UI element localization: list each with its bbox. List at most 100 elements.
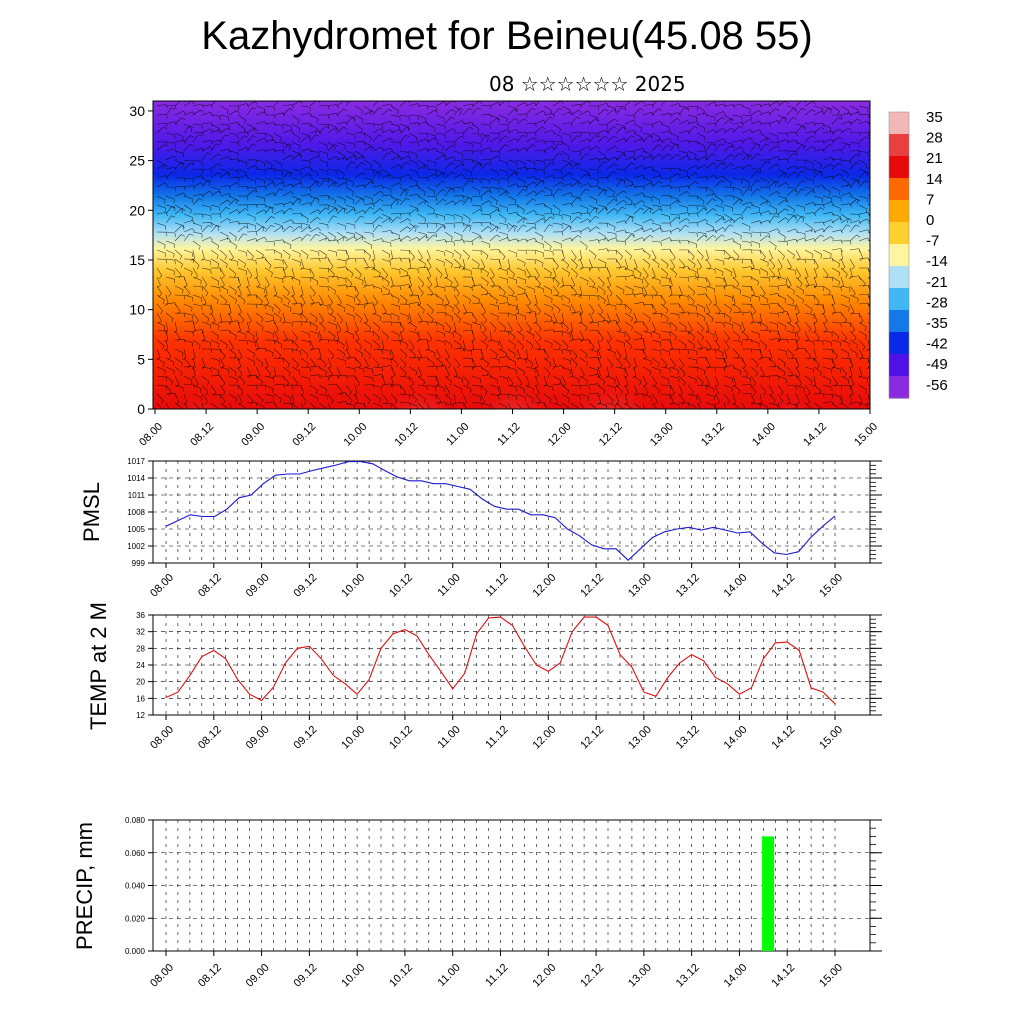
wind-barb bbox=[435, 171, 444, 179]
wind-barb bbox=[426, 137, 436, 143]
wind-barb bbox=[399, 150, 409, 153]
wind-barb-flag bbox=[775, 180, 780, 184]
wind-barb bbox=[210, 190, 219, 197]
wind-barb-flag bbox=[749, 226, 751, 231]
wind-barb bbox=[624, 150, 635, 152]
wind-barb bbox=[165, 231, 175, 234]
wind-barb-flag bbox=[270, 224, 275, 228]
wind-barb bbox=[498, 159, 508, 164]
wind-barb-flag bbox=[747, 156, 750, 161]
wind-barb-flag bbox=[298, 128, 301, 133]
wind-barb bbox=[444, 213, 454, 216]
wind-barb bbox=[462, 213, 471, 220]
wind-barb-flag bbox=[741, 214, 743, 220]
wind-barb bbox=[165, 215, 172, 224]
wind-barb-flag bbox=[792, 116, 797, 120]
wind-barb-flag bbox=[342, 237, 345, 242]
wind-barb-flag bbox=[848, 127, 852, 132]
wind-barb-flag bbox=[802, 144, 807, 148]
wind-barb-flag bbox=[541, 180, 545, 183]
wind-barb bbox=[381, 152, 388, 161]
wind-barb bbox=[633, 200, 642, 206]
wind-barb bbox=[354, 162, 362, 170]
wind-barb-flag bbox=[732, 187, 735, 192]
wind-barb-flag bbox=[180, 162, 185, 165]
wind-barb bbox=[696, 218, 706, 224]
wind-barb bbox=[804, 135, 812, 143]
wind-barb bbox=[174, 186, 185, 188]
wind-barb-flag bbox=[244, 208, 249, 212]
wind-barb bbox=[624, 119, 634, 125]
wind-barb bbox=[165, 107, 172, 116]
wind-barb-flag bbox=[877, 159, 878, 163]
wind-barb-flag bbox=[558, 108, 563, 111]
wind-barb-flag bbox=[371, 110, 375, 114]
wind-barb bbox=[570, 103, 580, 107]
wind-barb bbox=[165, 167, 175, 170]
wind-barb bbox=[588, 207, 596, 215]
wind-barb bbox=[435, 154, 444, 161]
wind-barb-flag bbox=[387, 152, 392, 155]
wind-barb-flag bbox=[333, 215, 338, 218]
wind-barb-flag bbox=[840, 149, 843, 154]
wind-barb bbox=[669, 195, 679, 200]
wind-barb-flag bbox=[516, 183, 520, 187]
wind-barb-flag bbox=[839, 190, 841, 195]
wind-barb-flag bbox=[181, 117, 186, 121]
wind-barb bbox=[309, 227, 319, 233]
wind-barb-flag bbox=[704, 219, 709, 223]
wind-barb bbox=[417, 195, 426, 201]
wind-barb-flag bbox=[369, 111, 372, 115]
wind-barb-flag bbox=[650, 218, 654, 223]
wind-barb bbox=[768, 145, 777, 152]
wind-barb bbox=[759, 195, 768, 201]
wind-barb bbox=[336, 177, 346, 180]
wind-barb bbox=[606, 135, 614, 143]
wind-barb bbox=[201, 140, 211, 143]
wind-barb-flag bbox=[793, 209, 795, 214]
wind-barb-flag bbox=[164, 164, 168, 168]
wind-barb-flag bbox=[785, 208, 789, 212]
wind-barb-flag bbox=[174, 167, 177, 172]
wind-barb-flag bbox=[219, 213, 222, 218]
wind-barb bbox=[813, 149, 823, 152]
wind-barb bbox=[570, 177, 580, 182]
wind-barb bbox=[561, 183, 571, 188]
wind-barb bbox=[201, 168, 212, 171]
wind-barb-flag bbox=[199, 198, 203, 201]
wind-barb-flag bbox=[767, 200, 771, 204]
wind-barb-flag bbox=[542, 110, 546, 114]
wind-barb-flag bbox=[686, 191, 690, 195]
wind-barb-flag bbox=[228, 125, 230, 130]
wind-barb bbox=[615, 138, 625, 143]
wind-barb bbox=[471, 159, 481, 164]
wind-barb bbox=[516, 102, 526, 107]
wind-barb bbox=[858, 195, 868, 199]
wind-barb-flag bbox=[505, 144, 509, 147]
wind-barb-flag bbox=[840, 158, 843, 163]
wind-barb-flag bbox=[207, 179, 212, 182]
wind-barb bbox=[741, 119, 750, 125]
wind-barb bbox=[669, 118, 678, 125]
wind-barb-flag bbox=[801, 125, 806, 129]
wind-barb-flag bbox=[468, 197, 473, 200]
wind-barb bbox=[237, 135, 245, 143]
wind-barb bbox=[219, 114, 229, 118]
wind-barb-flag bbox=[289, 108, 293, 111]
wind-barb bbox=[417, 199, 426, 206]
wind-barb bbox=[831, 158, 841, 161]
wind-barb bbox=[597, 204, 607, 208]
wind-barb bbox=[444, 109, 453, 116]
wind-barb bbox=[669, 103, 679, 107]
wind-barb-flag bbox=[552, 113, 555, 118]
wind-barb bbox=[291, 150, 301, 154]
wind-barb-flag bbox=[351, 161, 356, 164]
wind-barb-flag bbox=[738, 153, 743, 156]
wind-barb-flag bbox=[588, 120, 592, 125]
wind-barb bbox=[714, 138, 724, 143]
wind-barb bbox=[156, 104, 166, 107]
wind-barb-flag bbox=[327, 114, 330, 119]
wind-barb-flag bbox=[865, 171, 869, 174]
wind-barb-flag bbox=[271, 216, 275, 219]
wind-barb-flag bbox=[352, 200, 355, 205]
